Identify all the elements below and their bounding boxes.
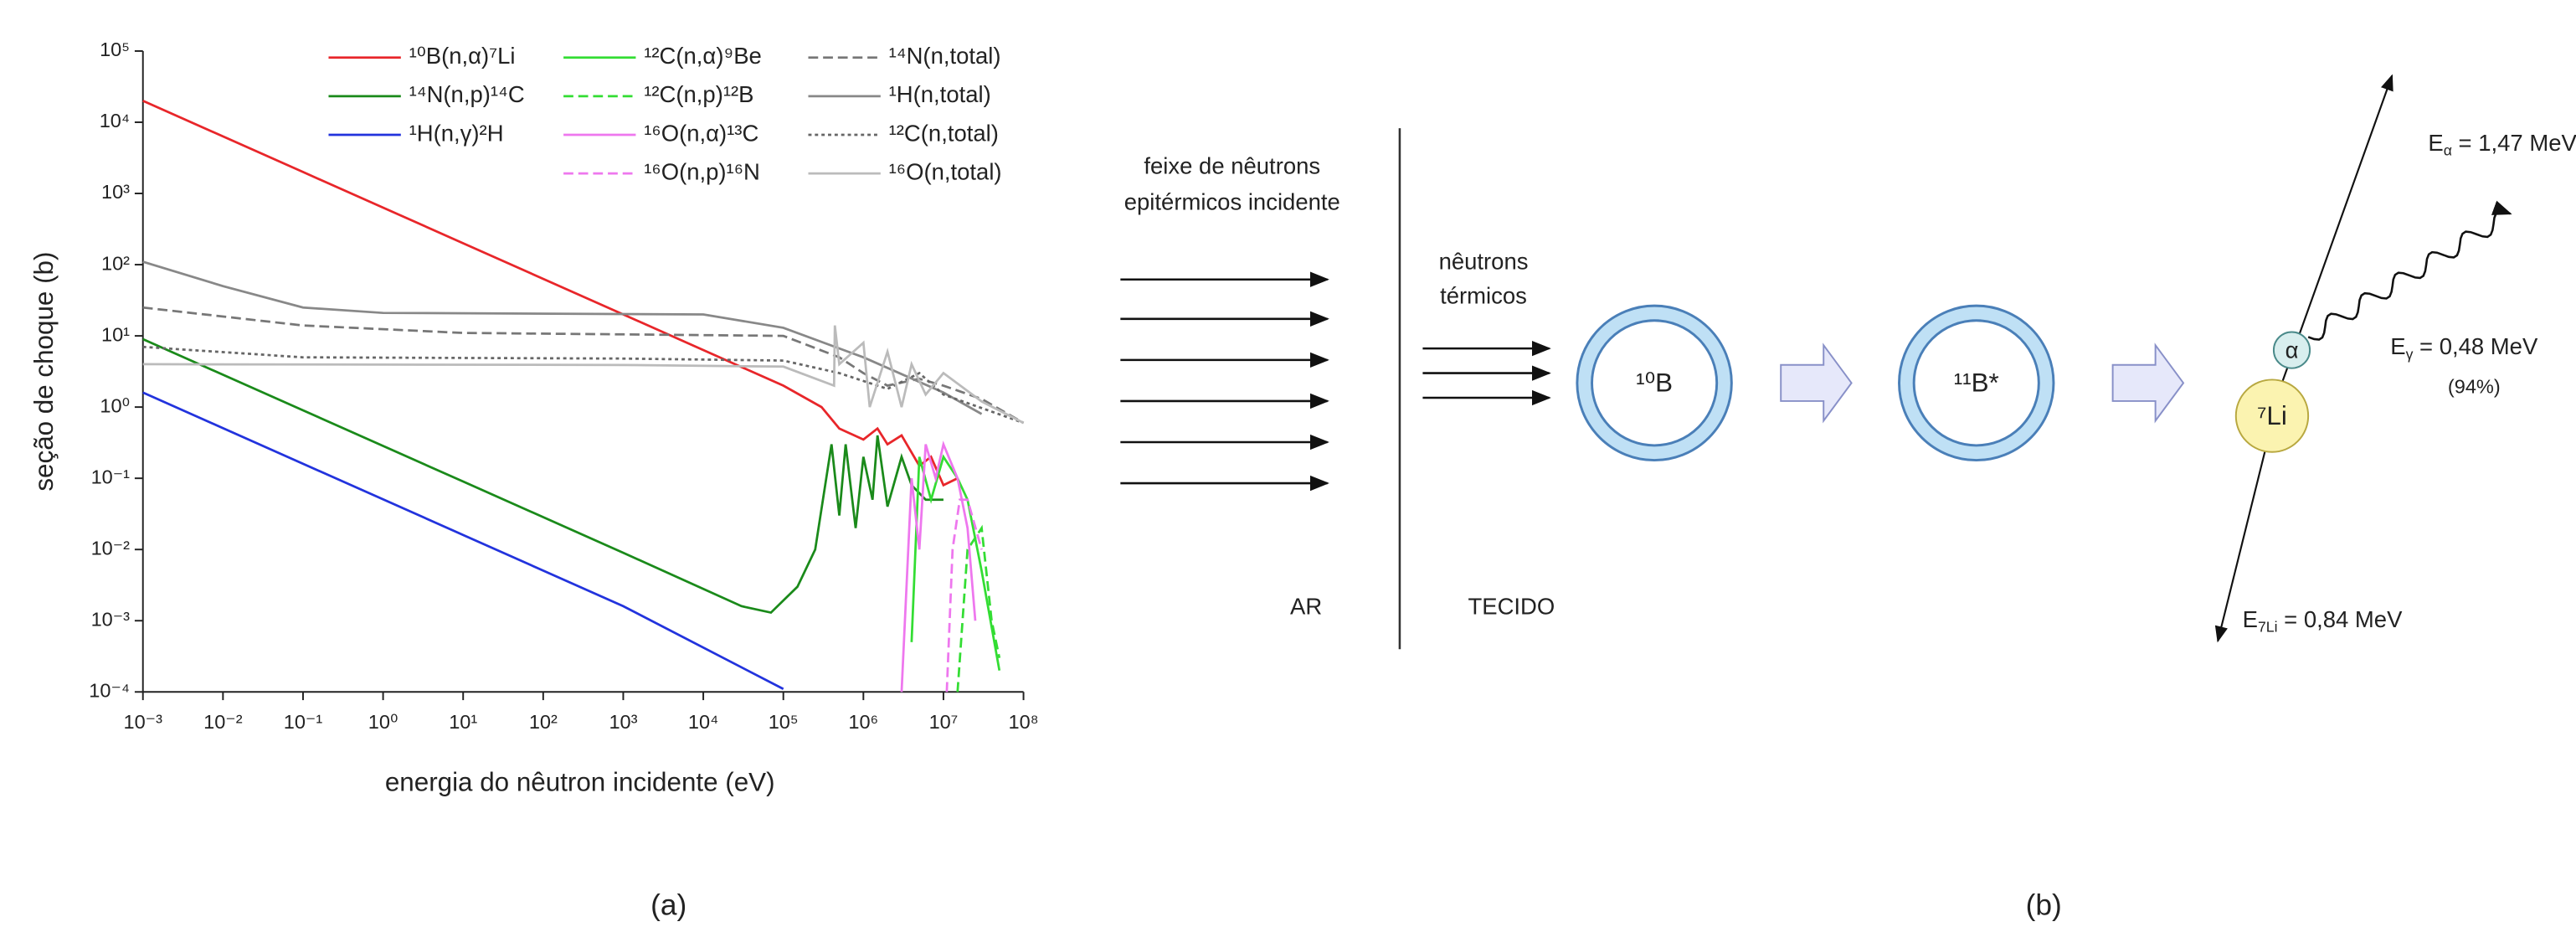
x-tick-label: 10⁴ [688, 711, 718, 733]
legend-label: ¹⁴N(n,p)¹⁴C [409, 81, 525, 107]
y-axis-label: seção de choque (b) [29, 252, 59, 492]
legend-label: ¹⁶O(n,p)¹⁶N [644, 158, 760, 184]
symbol: E [2428, 130, 2443, 156]
block-arrow [2113, 345, 2183, 420]
energy-value: = 0,48 MeV [2413, 333, 2538, 359]
nucleus-label: ¹⁰B [1636, 368, 1673, 398]
region-label: TECIDO [1468, 593, 1555, 619]
legend-label: ¹²C(n,p)¹²B [644, 81, 753, 107]
y-tick-label: 10¹ [101, 323, 130, 345]
y-tick-label: 10⁴ [100, 110, 130, 131]
legend-label: ¹⁶O(n,α)¹³C [644, 120, 758, 146]
x-tick-label: 10⁻¹ [284, 711, 323, 733]
x-tick-label: 10⁻² [203, 711, 243, 733]
diagram: feixe de nêutrons epitérmicos incidente … [1120, 75, 2576, 649]
energy-alpha: Eα = 1,47 MeV [2428, 130, 2576, 158]
energy-value: = 0,84 MeV [2278, 606, 2404, 632]
subscript: α [2444, 142, 2452, 158]
x-tick-label: 10⁰ [368, 711, 398, 733]
region-label: AR [1290, 593, 1322, 619]
series-line [143, 326, 1024, 423]
x-tick-label: 10⁵ [769, 711, 799, 733]
beam-arrows [1120, 280, 1327, 483]
y-tick-label: 10⁻⁴ [89, 679, 130, 701]
legend-label: ¹²C(n,α)⁹Be [644, 43, 762, 69]
nucleus-label: ¹¹B* [1954, 368, 1999, 398]
x-tick-label: 10² [529, 711, 558, 733]
legend-label: ¹²C(n,total) [889, 120, 999, 146]
x-tick-label: 10⁶ [848, 711, 878, 733]
x-tick-label: 10⁻³ [124, 711, 163, 733]
thermal-label: nêutrons [1439, 248, 1529, 274]
series-line [143, 393, 784, 689]
figure: 10⁻³ 10⁻² 10⁻¹ 10⁰ 10¹ 10² 10³ 10⁴ 10⁵ 10⁶ 10⁷ 10⁸ 1… [0, 0, 2576, 927]
y-tick-label: 10⁻³ [91, 608, 131, 630]
energy-li: E7Li = 0,84 MeV [2243, 606, 2403, 635]
series-line [143, 262, 982, 415]
thermal-arrows [1422, 348, 1549, 398]
caption: (a) [650, 889, 686, 922]
caption: (b) [2026, 889, 2062, 922]
block-arrow [1781, 345, 1851, 420]
chart: 10⁻³ 10⁻² 10⁻¹ 10⁰ 10¹ 10² 10³ 10⁴ 10⁵ 10⁶ 10⁷ 10⁸ 1… [89, 39, 1038, 733]
y-tick-label: 10⁰ [100, 394, 130, 416]
x-tick-label: 10⁸ [1009, 711, 1039, 733]
thermal-label: térmicos [1440, 283, 1527, 309]
y-tick-label: 10³ [101, 181, 130, 203]
gamma-wave [2308, 211, 2510, 339]
legend-label: ¹⁴N(n,total) [889, 43, 1001, 69]
legend-label: ¹H(n,total) [889, 81, 991, 107]
energy-gamma: Eγ = 0,48 MeV [2390, 333, 2538, 362]
lithium-label: ⁷Li [2257, 401, 2287, 430]
symbol: E [2390, 333, 2405, 359]
energy-value: = 1,47 MeV [2452, 130, 2576, 156]
symbol: E [2243, 606, 2258, 632]
x-tick-label: 10³ [609, 711, 637, 733]
y-tick-label: 10² [101, 252, 130, 274]
series-line [912, 457, 1000, 671]
x-tick-label: 10¹ [449, 711, 477, 733]
series-line [143, 100, 958, 485]
x-axis-label: energia do nêutron incidente (eV) [385, 767, 775, 796]
beam-label: epitérmicos incidente [1124, 189, 1340, 215]
beam-label: feixe de nêutrons [1144, 153, 1320, 179]
alpha-label: α [2285, 337, 2299, 363]
x-tick-label: 10⁷ [929, 711, 959, 733]
y-tick-label: 10⁻² [91, 537, 131, 559]
legend-label: ¹H(n,γ)²H [409, 120, 504, 146]
y-tick-label: 10⁻¹ [91, 466, 131, 487]
series-line [902, 445, 975, 693]
y-tick-label: 10⁵ [100, 39, 130, 60]
gamma-branching: (94%) [2448, 375, 2501, 397]
subscript: γ [2406, 346, 2414, 363]
legend-label: ¹⁶O(n,total) [889, 158, 1002, 184]
subscript: 7Li [2258, 618, 2278, 635]
legend-label: ¹⁰B(n,α)⁷Li [409, 43, 516, 69]
